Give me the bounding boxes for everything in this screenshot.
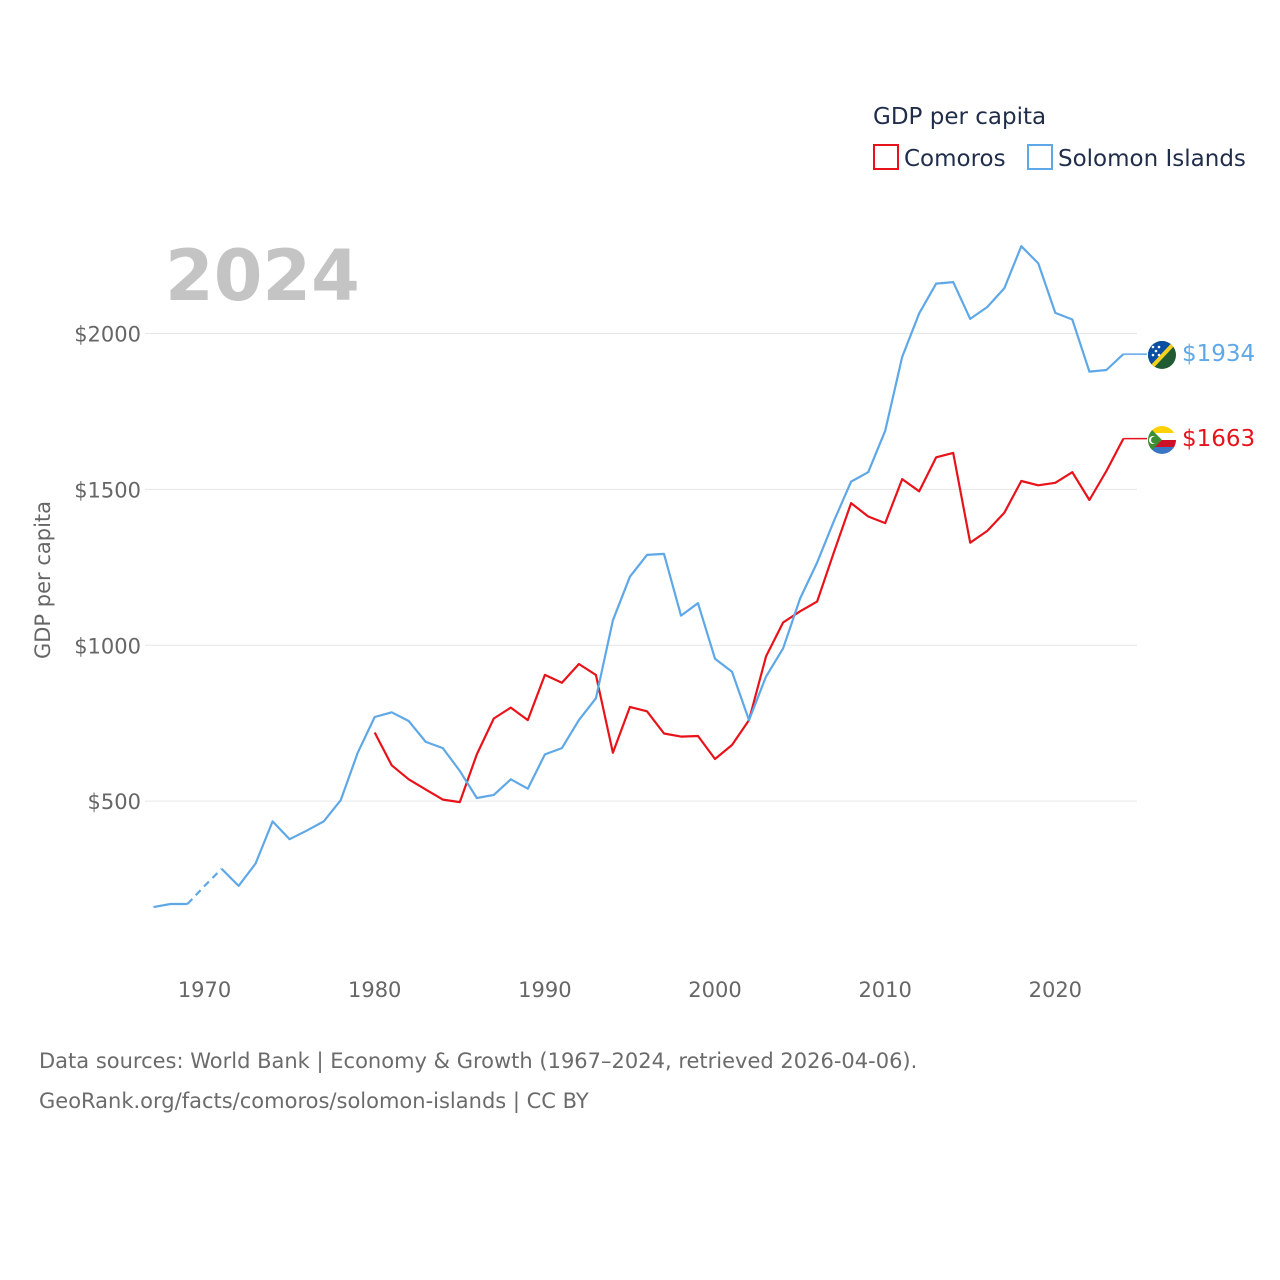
x-tick-labels: 1970 1980 1990 2000 2010 2020 [178,978,1082,1002]
legend-swatch-solomon-islands [1027,144,1053,170]
gridlines [145,333,1137,802]
legend-title: GDP per capita [873,104,1046,130]
y-tick-label: $1000 [74,634,141,658]
solomon-islands-line-segment [186,868,223,905]
solomon-islands-flag-icon [1148,341,1176,369]
legend-swatch-comoros [873,144,899,170]
solomon-islands-end-value: $1934 [1182,341,1255,367]
comoros-end-marker: $1663 [1148,426,1255,454]
solomon-islands-end-marker: $1934 [1148,341,1255,369]
x-tick-label: 1980 [348,978,401,1002]
y-tick-label: $1500 [74,478,141,502]
legend-label-comoros: Comoros [904,146,1006,172]
series-lines [153,245,1147,909]
x-tick-label: 2020 [1029,978,1082,1002]
x-tick-label: 2000 [688,978,741,1002]
comoros-end-value: $1663 [1182,426,1255,452]
y-tick-label: $500 [88,790,141,814]
x-tick-label: 1970 [178,978,231,1002]
solomon-islands-line-segment [153,902,188,909]
x-tick-label: 2010 [858,978,911,1002]
legend: GDP per capita Comoros Solomon Islands [873,104,1246,172]
solomon-islands-line-segment [220,245,1125,888]
year-label: 2024 [165,235,360,317]
comoros-line-segment [373,438,1125,804]
x-tick-label: 1990 [518,978,571,1002]
comoros-flag-icon [1148,426,1176,454]
legend-label-solomon-islands: Solomon Islands [1058,146,1246,172]
source-line-2: GeoRank.org/facts/comoros/solomon-island… [39,1089,589,1114]
y-axis-title: GDP per capita [31,501,55,659]
source-line-1: Data sources: World Bank | Economy & Gro… [39,1049,917,1074]
y-tick-label: $2000 [74,323,141,347]
y-tick-labels: $500 $1000 $1500 $2000 [74,323,141,815]
